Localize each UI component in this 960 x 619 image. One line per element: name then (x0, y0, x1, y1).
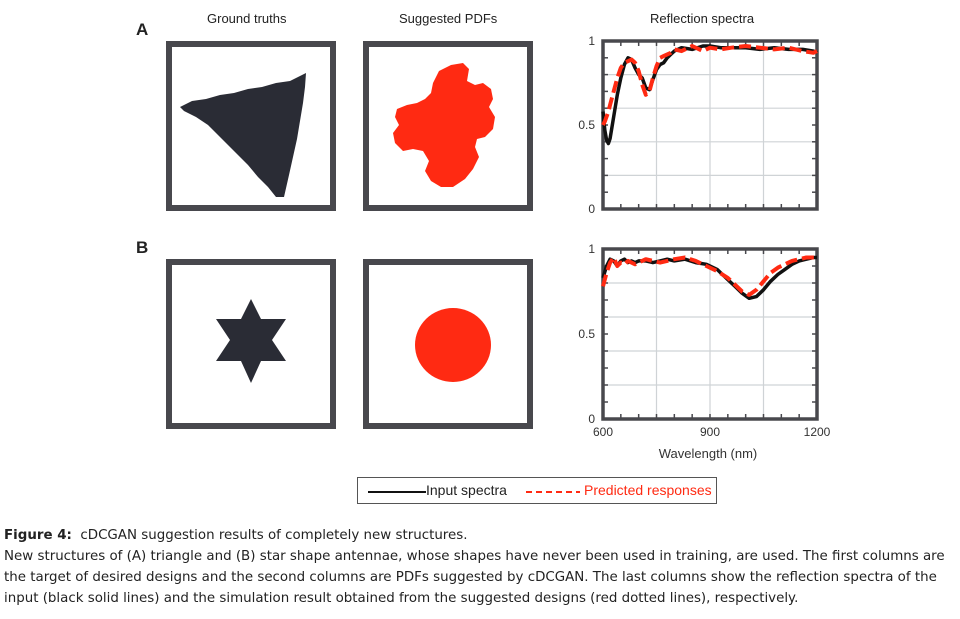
ground-truth-triangle-image (166, 41, 336, 211)
x-tick-label: 1200 (804, 425, 831, 439)
legend-dashed-line-swatch (526, 491, 580, 493)
panel-letter-a: A (136, 20, 149, 39)
series-predicted-responses-line (601, 44, 818, 126)
tick-marks (602, 40, 818, 210)
figure-title: cDCGAN suggestion results of completely … (80, 528, 468, 543)
legend-input-spectra: Input spectra (426, 482, 507, 498)
reflection-spectra-chart-b: 0 0.5 1 600 900 1200 Wavelength (nm) (578, 242, 830, 461)
figure-label: Figure 4: (4, 528, 72, 543)
chart-legend: Input spectra Predicted responses (357, 477, 717, 504)
caption-line-3: input (black solid lines) and the simula… (4, 591, 799, 606)
figure-caption: Figure 4: cDCGAN suggestion results of c… (4, 525, 960, 609)
legend-predicted-responses: Predicted responses (584, 482, 712, 498)
series-predicted-responses-line (601, 255, 817, 297)
y-tick-label: 0 (588, 412, 595, 426)
column-header-reflection-spectra: Reflection spectra (650, 11, 755, 26)
caption-line-2: the target of desired designs and the se… (4, 570, 937, 585)
star-shape (216, 299, 286, 383)
y-tick-label: 1 (588, 34, 595, 48)
ground-truth-star-image (166, 259, 336, 429)
legend-solid-line-swatch (368, 491, 426, 493)
pdf-circle-shape (415, 308, 491, 382)
panel-letter-b: B (136, 238, 149, 257)
x-axis-label: Wavelength (nm) (659, 446, 758, 461)
caption-line-1: New structures of (A) triangle and (B) s… (4, 549, 945, 564)
triangle-shape (180, 73, 306, 197)
tick-marks (602, 248, 818, 420)
column-header-ground-truths: Ground truths (207, 11, 287, 26)
pdf-blob-shape (393, 63, 495, 187)
y-tick-label: 0.5 (578, 118, 595, 132)
y-tick-label: 0 (588, 202, 595, 216)
grid (603, 249, 817, 419)
reflection-spectra-chart-a: 00.51 (578, 34, 819, 216)
y-tick-label: 0.5 (578, 327, 595, 341)
y-tick-label: 1 (588, 242, 595, 256)
column-header-suggested-pdfs: Suggested PDFs (399, 11, 498, 26)
suggested-pdf-circle-image (363, 259, 533, 429)
x-tick-label: 600 (593, 425, 613, 439)
x-tick-label: 900 (700, 425, 720, 439)
suggested-pdf-blob-image (363, 41, 533, 211)
